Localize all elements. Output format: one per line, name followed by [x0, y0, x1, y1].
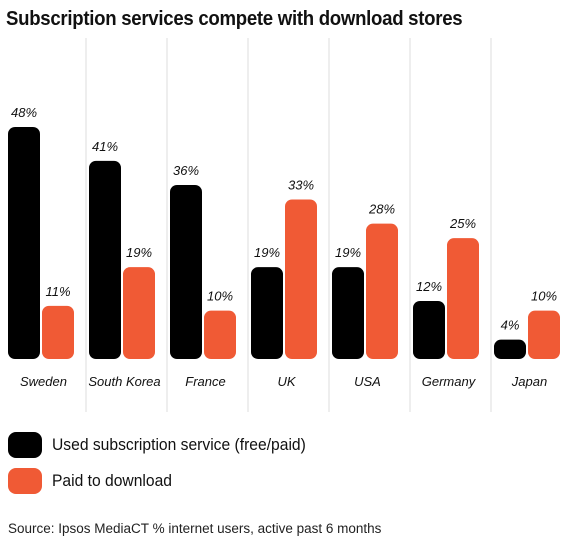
bar: [8, 127, 40, 359]
data-label: 33%: [288, 178, 314, 193]
data-label: 19%: [254, 245, 280, 260]
data-label: 28%: [368, 202, 395, 217]
data-label: 25%: [449, 216, 476, 231]
data-label: 12%: [416, 279, 442, 294]
bar: [42, 305, 74, 359]
bar: [366, 223, 398, 359]
source-note: Source: Ipsos MediaCT % internet users, …: [8, 521, 382, 536]
data-label: 19%: [335, 245, 361, 260]
bar: [332, 267, 364, 359]
data-label: 10%: [531, 289, 557, 304]
legend-swatch-download: [8, 468, 42, 494]
bar: [528, 310, 560, 359]
category-label: USA: [354, 374, 381, 389]
category-label: Germany: [422, 374, 477, 389]
legend-item-download: Paid to download: [8, 468, 182, 494]
legend-item-subscription: Used subscription service (free/paid): [8, 432, 328, 458]
category-label: UK: [277, 374, 296, 389]
bar: [89, 160, 121, 359]
bar: [204, 310, 236, 359]
legend-label-subscription: Used subscription service (free/paid): [52, 435, 306, 454]
data-label: 48%: [11, 105, 37, 120]
bar: [170, 185, 202, 359]
data-label: 19%: [126, 245, 152, 260]
data-label: 11%: [45, 284, 70, 299]
bar: [285, 199, 317, 359]
category-label: South Korea: [88, 374, 160, 389]
data-label: 41%: [92, 139, 118, 154]
category-label: Japan: [511, 374, 547, 389]
bar: [494, 339, 526, 359]
chart-title: Subscription services compete with downl…: [6, 8, 463, 30]
data-label: 4%: [501, 318, 520, 333]
bar: [447, 238, 479, 359]
legend-label-download: Paid to download: [52, 471, 173, 490]
data-label: 36%: [173, 163, 199, 178]
data-label: 10%: [207, 289, 233, 304]
category-label: France: [185, 374, 225, 389]
category-label: Sweden: [20, 374, 67, 389]
bar: [251, 267, 283, 359]
bar: [123, 267, 155, 359]
bar: [413, 301, 445, 359]
legend-swatch-subscription: [8, 432, 42, 458]
